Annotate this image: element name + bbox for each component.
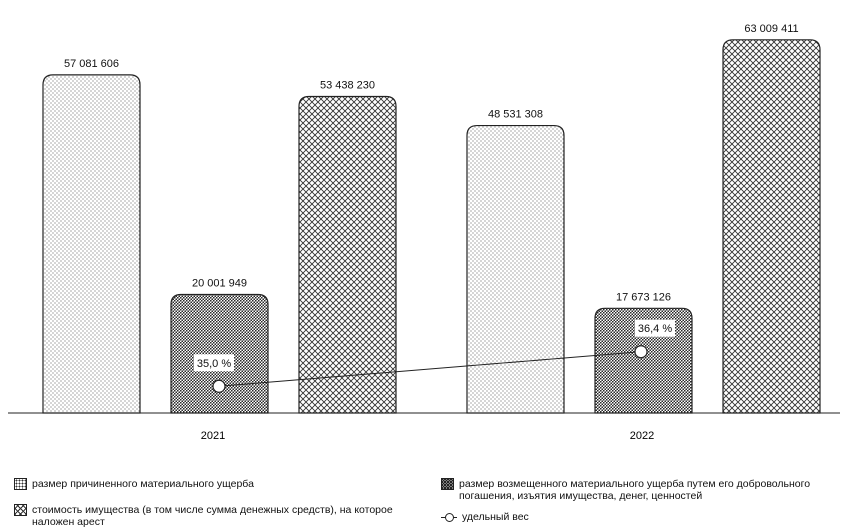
- line-point: [634, 345, 648, 359]
- legend-line-marker-icon: [441, 511, 457, 523]
- data-label: 20 001 949: [192, 278, 247, 290]
- bar: [42, 74, 141, 414]
- data-label: 17 673 126: [616, 291, 671, 303]
- legend-label: стоимость имущества (в том числе сумма д…: [32, 504, 393, 528]
- legend-item: стоимость имущества (в том числе сумма д…: [14, 504, 414, 528]
- x-tick-label: 2021: [201, 430, 225, 442]
- legend-label: удельный вес: [462, 511, 529, 523]
- bar: [722, 39, 821, 414]
- line-label-box: [194, 354, 234, 372]
- data-label: 48 531 308: [488, 109, 543, 121]
- legend-label: размер возмещенного материального ущерба…: [459, 478, 811, 502]
- data-label: 57 081 606: [64, 58, 119, 70]
- data-label: 53 438 230: [320, 79, 375, 91]
- legend-item: удельный вес: [441, 511, 529, 523]
- line-data-label: 36,4 %: [638, 323, 672, 335]
- legend-swatch-dots: [14, 478, 27, 490]
- bar: [466, 124, 565, 414]
- line-point: [212, 379, 226, 393]
- bar: [170, 293, 269, 414]
- line-data-label: 35,0 %: [197, 358, 231, 370]
- line-series-path: [218, 351, 642, 387]
- x-tick-label: 2022: [630, 430, 654, 442]
- legend-swatch-dense-dots: [441, 478, 454, 490]
- legend-label: размер причиненного материального ущерба: [32, 478, 254, 490]
- legend-swatch-lattice: [14, 504, 27, 516]
- line-label-box: [635, 319, 675, 337]
- legend-item: размер возмещенного материального ущерба…: [441, 478, 841, 502]
- bar: [298, 95, 397, 414]
- legend-item: размер причиненного материального ущерба: [14, 478, 254, 490]
- data-label: 63 009 411: [744, 23, 798, 35]
